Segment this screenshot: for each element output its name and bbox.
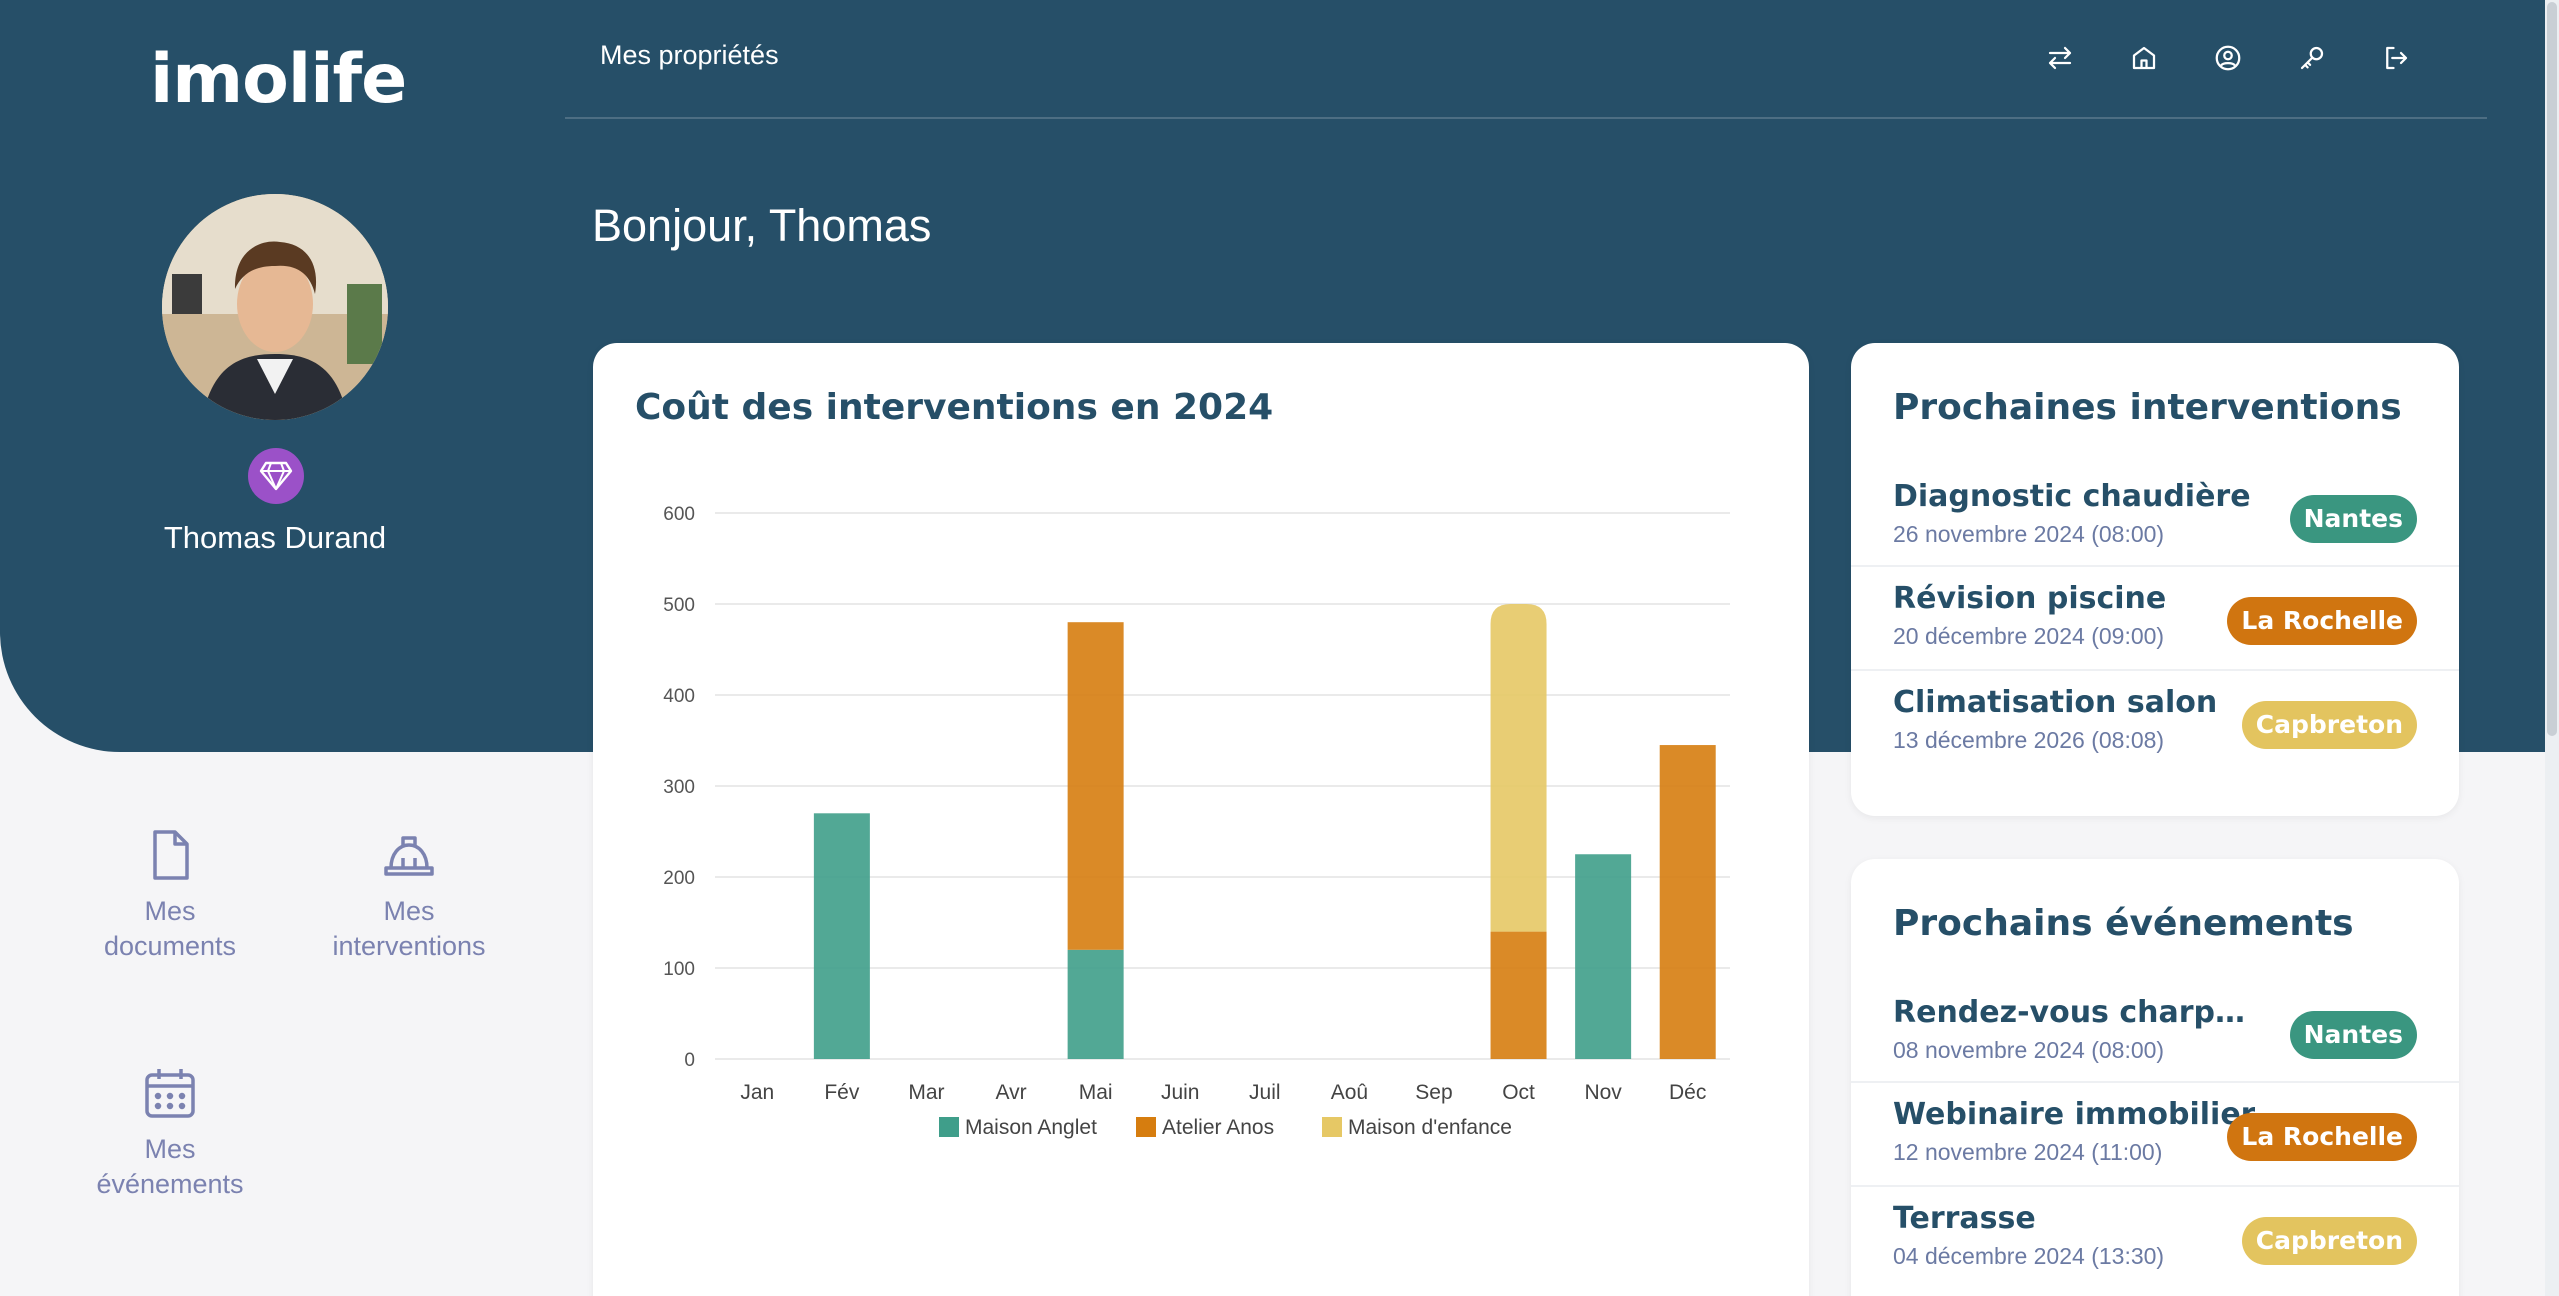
legend-swatch [939, 1117, 959, 1137]
bar-maison-anglet [813, 813, 870, 1059]
hard-hat-icon [384, 836, 434, 876]
intervention-title: Révision piscine [1893, 581, 2167, 616]
sidebar-item-events-line2: événements [96, 1169, 244, 1199]
intervention-date: 26 novembre 2024 (08:00) [1893, 521, 2165, 547]
sidebar-item-interventions[interactable]: Mes interventions [309, 828, 509, 964]
bar-atelier-anos [1490, 931, 1547, 1059]
scrollbar-thumb[interactable] [2547, 2, 2557, 736]
scrollbar[interactable] [2545, 0, 2559, 1296]
event-item[interactable]: Rendez-vous charpentier 08 novembre 2024… [1851, 981, 2459, 1085]
top-actions [2040, 38, 2416, 78]
x-tick-label: Oct [1502, 1081, 1535, 1104]
sidebar-item-documents-line1: Mes [144, 896, 196, 926]
event-date: 04 décembre 2024 (13:30) [1893, 1243, 2165, 1269]
sidebar-item-interventions-line1: Mes [383, 896, 435, 926]
events-card: Prochains événements Rendez-vous charpen… [1851, 859, 2459, 1296]
cost-chart-card: Coût des interventions en 2024 0 100 200 30… [593, 343, 1809, 1296]
sidebar-item-interventions-line2: interventions [332, 931, 486, 961]
location-badge: Capbreton [2241, 1217, 2417, 1265]
location-badge: La Rochelle [2227, 597, 2417, 645]
event-date: 08 novembre 2024 (08:00) [1893, 1037, 2165, 1063]
account-icon[interactable] [2208, 38, 2248, 78]
greeting-title: Bonjour, Thomas [592, 200, 932, 251]
location-badge: La Rochelle [2227, 1113, 2417, 1161]
cost-bar-chart: 0 100 200 300 400 500 600 Jan Fév Mar Avr Mai Juin Ju… [663, 504, 1730, 1139]
y-tick-label: 500 [663, 595, 695, 616]
event-item[interactable]: Webinaire immobilier 12 novembre 2024 (1… [1851, 1081, 2459, 1185]
x-tick-label: Déc [1669, 1081, 1706, 1104]
chart-title: Coût des interventions en 2024 [635, 387, 1274, 428]
legend-label: Atelier Anos [1162, 1116, 1274, 1139]
sidebar-item-documents-line2: documents [103, 931, 237, 961]
x-tick-label: Jan [740, 1081, 774, 1104]
intervention-title: Diagnostic chaudière [1893, 479, 2251, 514]
event-title: Terrasse [1893, 1201, 2036, 1236]
sidebar-item-events[interactable]: Mes événements [70, 1066, 270, 1202]
bar-maison-anglet [1067, 949, 1124, 1059]
events-title: Prochains événements [1893, 903, 2354, 944]
diamond-icon [259, 461, 293, 491]
key-icon[interactable] [2292, 38, 2332, 78]
intervention-title: Climatisation salon [1893, 685, 2218, 720]
legend-swatch [1322, 1117, 1342, 1137]
user-name: Thomas Durand [163, 520, 387, 555]
y-tick-label: 600 [663, 504, 695, 525]
x-tick-label: Avr [995, 1081, 1026, 1104]
swap-icon[interactable] [2040, 38, 2080, 78]
sidebar-item-events-line1: Mes [144, 1134, 196, 1164]
intervention-date: 20 décembre 2024 (09:00) [1893, 623, 2165, 649]
event-item[interactable]: Terrasse 04 décembre 2024 (13:30) Capbre… [1851, 1185, 2459, 1289]
x-tick-label: Mai [1079, 1081, 1113, 1104]
interventions-card: Prochaines interventions Diagnostic chau… [1851, 343, 2459, 816]
nav-my-properties[interactable]: Mes propriétés [600, 40, 779, 70]
logout-icon[interactable] [2376, 38, 2416, 78]
x-tick-label: Juin [1161, 1081, 1200, 1104]
x-tick-label: Sep [1415, 1081, 1452, 1104]
legend-label: Maison Anglet [965, 1116, 1097, 1139]
home-icon[interactable] [2124, 38, 2164, 78]
y-tick-label: 300 [663, 777, 695, 798]
x-tick-label: Nov [1584, 1081, 1622, 1104]
intervention-item[interactable]: Climatisation salon 13 décembre 2026 (08… [1851, 669, 2459, 773]
sidebar-item-documents[interactable]: Mes documents [70, 828, 270, 964]
intervention-item[interactable]: Révision piscine 20 décembre 2024 (09:00… [1851, 565, 2459, 669]
bar-atelier-anos [1067, 622, 1124, 950]
y-tick-label: 0 [684, 1050, 695, 1071]
event-date: 12 novembre 2024 (11:00) [1893, 1139, 2163, 1165]
x-tick-label: Mar [908, 1081, 944, 1104]
calendar-icon [145, 1069, 195, 1118]
y-tick-label: 200 [663, 868, 695, 889]
diamond-badge [248, 448, 304, 504]
y-tick-label: 400 [663, 686, 695, 707]
bar-atelier-anos [1659, 745, 1716, 1059]
avatar[interactable] [162, 194, 388, 420]
intervention-item[interactable]: Diagnostic chaudière 26 novembre 2024 (0… [1851, 465, 2459, 569]
brand-logo[interactable]: imolife [150, 40, 407, 119]
x-tick-label: Aoû [1331, 1081, 1368, 1104]
y-tick-label: 100 [663, 959, 695, 980]
legend-swatch [1136, 1117, 1156, 1137]
location-badge: Capbreton [2241, 701, 2417, 749]
x-tick-label: Juil [1249, 1081, 1281, 1104]
bar-maison-d-enfance [1490, 604, 1547, 932]
event-title: Webinaire immobilier [1893, 1097, 2256, 1132]
x-tick-label: Fév [824, 1081, 860, 1104]
bar-maison-anglet [1575, 854, 1632, 1059]
intervention-date: 13 décembre 2026 (08:08) [1893, 727, 2165, 753]
document-icon [153, 830, 189, 880]
nav-divider [565, 117, 2487, 119]
location-badge: Nantes [2289, 1011, 2417, 1059]
location-badge: Nantes [2289, 495, 2417, 543]
event-title: Rendez-vous charpentier [1893, 995, 2263, 1030]
interventions-title: Prochaines interventions [1893, 387, 2402, 428]
avatar-portrait-icon [162, 194, 388, 420]
legend-label: Maison d'enfance [1348, 1116, 1512, 1139]
